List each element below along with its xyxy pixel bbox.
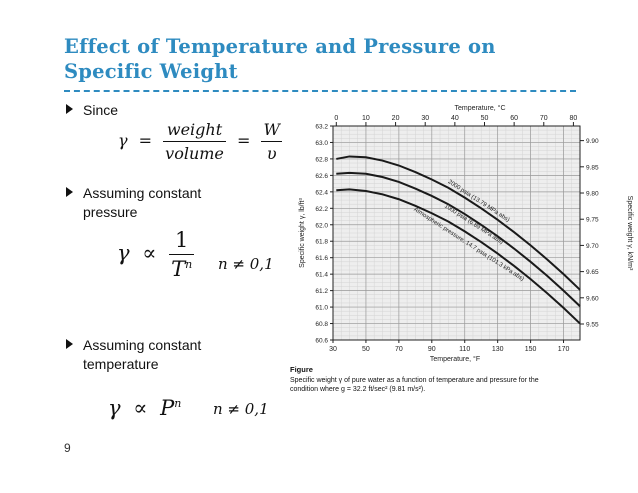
right-tick-label: 9.80 (586, 191, 599, 198)
bullet-arrow-icon (66, 104, 73, 114)
x-tick-label: 90 (428, 346, 436, 353)
y-tick-label: 60.8 (315, 321, 328, 328)
x-tick-label: 150 (525, 346, 537, 353)
top-tick-label: 30 (421, 115, 429, 122)
bullet-constant-temperature-line2: temperature (83, 356, 159, 372)
eq-equals-1: = (138, 131, 153, 150)
eq-proportional: ∝ (142, 241, 157, 265)
x-tick-label: 130 (492, 346, 504, 353)
y-tick-label: 62.4 (315, 189, 328, 196)
eq-T: T (171, 257, 186, 281)
condition-pressure: n ≠ 0,1 (218, 255, 274, 273)
right-tick-label: 9.90 (586, 138, 599, 145)
y-tick-label: 61.6 (315, 255, 328, 262)
top-tick-label: 60 (510, 115, 518, 122)
eq-gamma: γ (117, 241, 130, 265)
bullet-since-text: Since (83, 102, 119, 118)
y-tick-label: 62.8 (315, 156, 328, 163)
right-tick-label: 9.65 (586, 269, 599, 276)
right-tick-label: 9.70 (586, 243, 599, 250)
bullet-since: Since (66, 101, 119, 120)
eq-weight-volume-fraction: weight volume (163, 120, 226, 163)
y-tick-label: 63.2 (315, 124, 328, 131)
title-divider (64, 90, 576, 92)
page-number: 9 (64, 441, 71, 455)
top-tick-label: 70 (540, 115, 548, 122)
x-axis-label: Temperature, °F (430, 355, 480, 363)
eq-P: P (160, 396, 175, 420)
figure-caption-title: Figure (290, 365, 313, 374)
slide-title-line1: Effect of Temperature and Pressure on (64, 35, 496, 58)
eq-one: 1 (169, 228, 195, 255)
bullet-constant-temperature-line1: Assuming constant (83, 337, 202, 353)
right-tick-label: 9.60 (586, 295, 599, 302)
y-tick-label: 62.6 (315, 173, 328, 180)
y-tick-label: 60.6 (315, 338, 328, 345)
eq-proportional: ∝ (133, 396, 148, 420)
eq-inverse-T-fraction: 1 Tn (169, 228, 195, 281)
right-tick-label: 9.75 (586, 217, 599, 224)
eq-gamma: γ (118, 131, 128, 150)
condition-temperature: n ≠ 0,1 (213, 400, 269, 418)
plot-frame (332, 125, 581, 341)
bullet-constant-pressure: Assuming constant pressure (66, 184, 202, 222)
top-tick-label: 80 (570, 115, 578, 122)
bullet-arrow-icon (66, 187, 73, 197)
y-tick-label: 61.4 (315, 272, 328, 279)
eq-weight: weight (163, 120, 226, 142)
top-tick-label: 50 (481, 115, 489, 122)
series-line-2 (336, 171, 581, 307)
bullet-constant-pressure-line1: Assuming constant (83, 185, 202, 201)
y-tick-label: 61.0 (315, 305, 328, 312)
eq-volume: volume (165, 144, 224, 163)
y-axis-label: Specific weight γ, lb/ft³ (299, 198, 306, 268)
y-tick-label: 62.2 (315, 206, 328, 213)
x-tick-label: 110 (459, 346, 470, 353)
top-axis-label: Temperature, °C (454, 104, 505, 112)
equation-definition: γ = weight volume = W υ (118, 120, 282, 163)
bullet-constant-temperature: Assuming constant temperature (66, 336, 202, 374)
y-tick-label: 61.2 (315, 288, 328, 295)
top-tick-label: 10 (362, 115, 370, 122)
right-axis-label: Specific weight γ, kN/m³ (626, 196, 633, 271)
eq-equals-2: = (236, 131, 251, 150)
eq-exponent-n: n (185, 258, 193, 271)
eq-W: W (261, 120, 282, 142)
figure-caption-line2: condition where g = 32.2 ft/sec² (9.81 m… (290, 386, 425, 393)
figure-caption-line1: Specific weight γ of pure water as a fun… (290, 377, 539, 384)
top-tick-label: 20 (392, 115, 400, 122)
y-tick-label: 61.8 (315, 239, 328, 246)
top-tick-label: 0 (334, 115, 338, 122)
right-tick-label: 9.55 (586, 322, 599, 329)
y-tick-label: 62.0 (315, 222, 328, 229)
equation-constant-pressure: γ ∝ 1 Tn (117, 228, 195, 281)
eq-gamma: γ (108, 396, 121, 420)
equation-constant-temperature: γ ∝ Pn (108, 396, 181, 420)
series-line-3 (336, 188, 581, 325)
top-tick-label: 40 (451, 115, 459, 122)
x-tick-label: 170 (558, 346, 570, 353)
slide-title-line2: Specific Weight (64, 60, 238, 83)
bullet-arrow-icon (66, 339, 73, 349)
series-line-1 (336, 155, 581, 291)
eq-W-upsilon-fraction: W υ (261, 120, 282, 163)
eq-upsilon: υ (266, 144, 277, 163)
slide-title: Effect of Temperature and Pressure on Sp… (64, 34, 584, 84)
bullet-constant-pressure-line2: pressure (83, 204, 138, 220)
right-tick-label: 9.85 (586, 164, 599, 171)
y-tick-label: 63.0 (315, 140, 328, 147)
x-tick-label: 30 (329, 346, 337, 353)
eq-exponent-n: n (174, 397, 182, 410)
x-tick-label: 50 (362, 346, 370, 353)
x-tick-label: 70 (395, 346, 403, 353)
